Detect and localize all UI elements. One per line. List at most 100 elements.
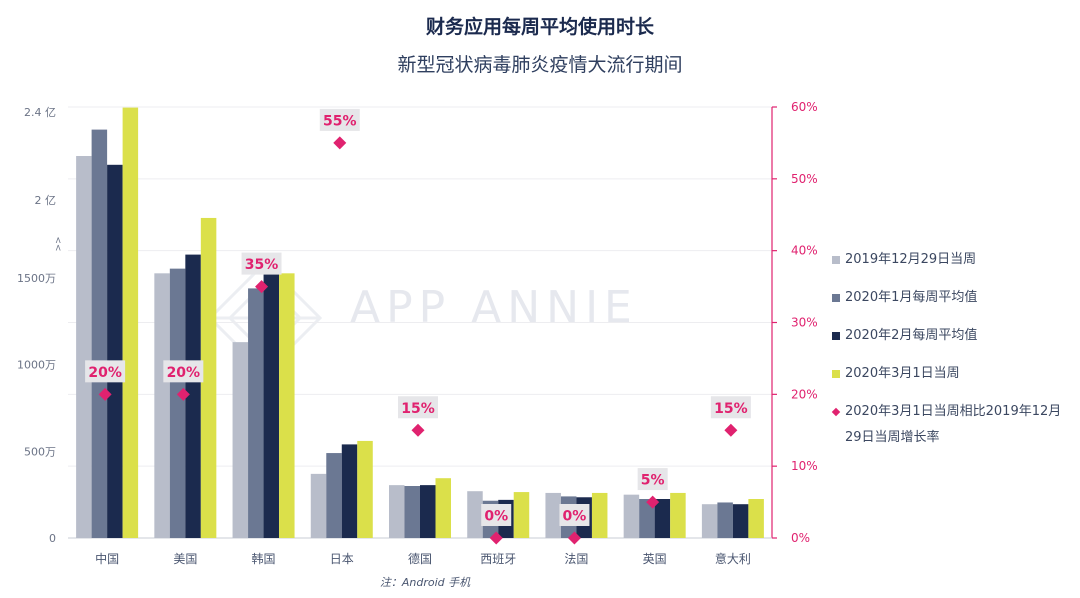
x-tick-label: 中国 <box>95 551 119 566</box>
bar <box>654 499 671 538</box>
bar <box>701 504 718 538</box>
bar <box>420 485 436 538</box>
legend-label: 2020年3月1日当周 <box>845 366 960 381</box>
y-left-tick-label: 2.4 亿 <box>24 106 56 119</box>
bar <box>639 499 655 538</box>
bar <box>248 288 264 538</box>
growth-label: 0% <box>563 509 587 525</box>
growth-marker <box>567 531 581 545</box>
legend-swatch <box>831 407 841 417</box>
legend-swatch <box>832 370 840 378</box>
legend-item: 2020年3月1日当周相比2019年12月29日当周增长率 <box>831 399 1077 455</box>
bar <box>107 164 123 539</box>
bar <box>154 273 170 538</box>
bar <box>326 453 342 538</box>
bar <box>357 440 373 538</box>
y-left-tick-label: 500万 <box>24 445 56 458</box>
chart-subtitle: 新型冠状病毒肺炎疫情大流行期间 <box>397 54 683 76</box>
bar <box>279 273 295 538</box>
y-left-tick-label: 1000万 <box>17 359 56 372</box>
legend-swatch <box>832 332 840 340</box>
growth-marker <box>255 280 269 294</box>
growth-label-bg <box>85 360 126 383</box>
legend-label: 2020年2月每周平均值 <box>845 328 978 343</box>
growth-label-bg <box>481 504 512 526</box>
y-right-tick-label: 60% <box>791 100 818 114</box>
bar <box>748 499 764 538</box>
y-right-tick-label: 40% <box>791 244 818 258</box>
chart-title: 财务应用每周平均使用时长 <box>425 16 654 38</box>
bar <box>717 502 733 538</box>
growth-label: 15% <box>714 401 748 417</box>
bar <box>185 254 201 538</box>
growth-label: 5% <box>641 473 665 489</box>
legend-swatch <box>832 294 840 302</box>
y-right-tick-label: 50% <box>791 172 818 186</box>
bar <box>623 494 640 538</box>
watermark-text: APP ANNIE <box>350 282 638 333</box>
axis-break-icon: >> <box>54 236 64 251</box>
growth-marker <box>646 495 660 509</box>
growth-label: 15% <box>401 401 435 417</box>
growth-label: 0% <box>484 509 508 525</box>
growth-marker <box>333 136 347 150</box>
legend-item: 2019年12月29日当周 <box>832 250 1077 288</box>
bar <box>732 504 749 538</box>
y-right-tick-label: 30% <box>791 316 818 330</box>
growth-marker <box>489 531 503 545</box>
growth-marker <box>176 387 190 401</box>
growth-label-bg <box>163 360 204 383</box>
growth-label-bg <box>710 396 751 419</box>
y-left-tick-label: 2 亿 <box>35 194 57 207</box>
growth-label: 20% <box>88 365 122 381</box>
growth-label: 55% <box>323 113 357 129</box>
bar <box>467 491 483 538</box>
footnote: 注：Android 手机 <box>379 576 471 589</box>
bar <box>200 217 217 538</box>
growth-label-bg <box>559 504 590 526</box>
legend-label: 2019年12月29日当周 <box>845 252 977 267</box>
legend-swatch <box>832 256 840 264</box>
growth-label-bg <box>637 468 668 491</box>
growth-label: 35% <box>245 257 279 273</box>
bar <box>91 129 108 538</box>
bar <box>76 156 92 538</box>
bar <box>169 268 186 538</box>
bar <box>591 492 608 538</box>
legend: 2019年12月29日当周 2020年1月每周平均值 2020年2月每周平均值 … <box>831 250 1077 455</box>
growth-label: 20% <box>167 365 201 381</box>
y-left-tick-label: 0 <box>49 532 56 545</box>
x-tick-label: 韩国 <box>252 551 276 566</box>
legend-item: 2020年3月1日当周 <box>832 364 1077 402</box>
bar <box>435 478 451 538</box>
bar <box>670 492 686 538</box>
bar <box>341 444 358 538</box>
growth-label-bg <box>319 108 360 131</box>
legend-label: 2020年1月每周平均值 <box>845 290 978 305</box>
x-tick-label: 英国 <box>643 552 667 566</box>
x-tick-label: 法国 <box>564 552 588 566</box>
growth-label-bg <box>241 252 282 275</box>
bar <box>545 492 561 538</box>
legend-label: 2020年3月1日当周相比2019年12月29日当周增长率 <box>845 404 1062 445</box>
y-left-tick-label: 1500万 <box>17 272 56 285</box>
bar <box>404 486 420 538</box>
bar <box>122 107 139 538</box>
bar <box>389 485 405 538</box>
x-tick-label: 美国 <box>173 552 197 566</box>
growth-marker <box>411 423 425 437</box>
x-tick-label: 西班牙 <box>480 552 516 566</box>
growth-label-bg <box>398 396 438 419</box>
growth-marker <box>98 387 112 401</box>
bar <box>310 473 327 538</box>
bar <box>263 271 280 538</box>
legend-item: 2020年2月每周平均值 <box>832 326 1077 364</box>
x-tick-label: 德国 <box>408 551 432 566</box>
y-right-tick-label: 20% <box>791 387 818 401</box>
growth-marker <box>724 423 738 437</box>
bar <box>232 342 249 538</box>
x-tick-label: 意大利 <box>715 551 751 566</box>
x-tick-label: 日本 <box>330 552 354 566</box>
legend-item: 2020年1月每周平均值 <box>832 288 1077 326</box>
